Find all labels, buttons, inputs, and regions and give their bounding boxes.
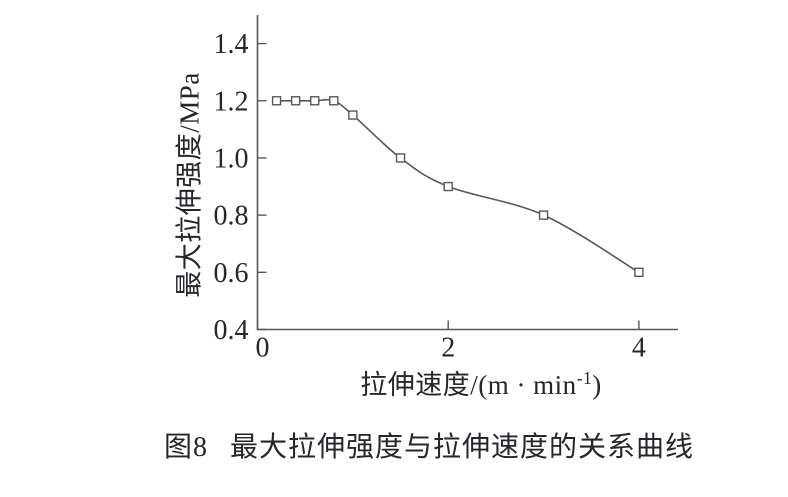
data-point-marker: [271, 96, 282, 106]
y-tick-label: 1.0: [214, 143, 249, 174]
data-point-marker: [443, 181, 453, 192]
x-axis-title-superscript: -1: [576, 368, 593, 389]
x-axis-title-close: ): [592, 370, 602, 400]
data-point-marker: [634, 267, 644, 278]
data-point-marker: [538, 210, 549, 220]
figure-caption-text: 最大拉伸强度与拉伸速度的关系曲线: [230, 432, 695, 463]
data-point-marker: [290, 96, 301, 106]
x-tick-label: 0: [256, 333, 270, 364]
x-axis-title: 拉伸速度/(m · min-1): [360, 363, 602, 402]
data-point-marker: [329, 96, 339, 106]
y-tick-label: 1.2: [214, 86, 249, 117]
y-tick-label: 0.4: [214, 315, 249, 346]
x-tick-label: 2: [441, 333, 455, 364]
figure-number: 图8: [163, 432, 208, 463]
data-point-marker: [395, 153, 406, 163]
data-point-marker: [348, 110, 358, 120]
data-curve: [276, 98, 640, 273]
x-axis-title-text: 拉伸速度/(m · min: [360, 370, 577, 400]
y-tick-label: 0.6: [214, 258, 249, 289]
figure-caption: 图8 最大拉伸强度与拉伸速度的关系曲线: [164, 425, 694, 465]
axes-spines: [256, 15, 678, 331]
y-tick-label: 1.4: [214, 29, 249, 60]
y-axis-title: 最大拉伸强度/MPa: [174, 72, 205, 298]
x-tick-label: 4: [632, 333, 646, 364]
data-point-marker: [310, 96, 320, 106]
y-tick-label: 0.8: [214, 201, 249, 232]
